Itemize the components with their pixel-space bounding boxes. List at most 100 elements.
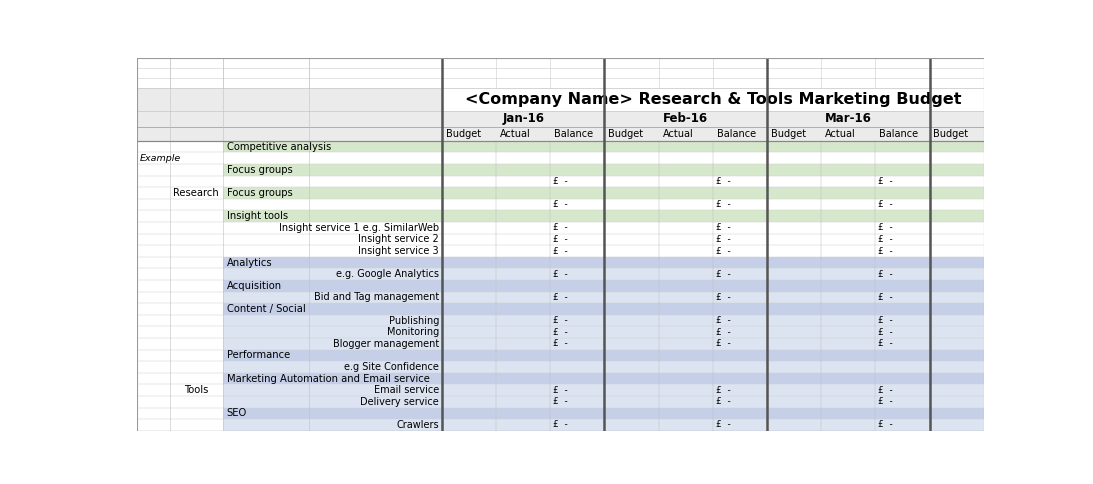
Text: Bid and Tag management: Bid and Tag management [314, 292, 439, 302]
Bar [767, 111, 929, 127]
Bar [137, 257, 223, 269]
Bar [137, 269, 223, 280]
Text: Tools: Tools [184, 385, 209, 395]
Text: SEO: SEO [226, 408, 247, 418]
Bar [137, 384, 984, 396]
Bar [137, 315, 223, 326]
Text: £  -: £ - [716, 200, 731, 209]
Bar [442, 88, 984, 111]
Text: Crawlers: Crawlers [397, 420, 439, 430]
Bar [137, 245, 984, 257]
Text: £  -: £ - [879, 177, 893, 186]
Bar [137, 211, 984, 222]
Text: Focus groups: Focus groups [226, 165, 292, 175]
Bar [442, 127, 496, 141]
Text: £  -: £ - [879, 223, 893, 232]
Bar [496, 127, 550, 141]
Text: Monitoring: Monitoring [387, 327, 439, 337]
Text: £  -: £ - [879, 293, 893, 302]
Text: £  -: £ - [716, 223, 731, 232]
Text: £  -: £ - [879, 386, 893, 394]
Bar [137, 280, 984, 291]
Text: £  -: £ - [553, 397, 568, 406]
Text: £  -: £ - [879, 270, 893, 279]
Bar [137, 408, 984, 419]
Bar [767, 127, 821, 141]
Text: Feb-16: Feb-16 [663, 112, 708, 125]
Text: Analytics: Analytics [226, 257, 272, 268]
Text: £  -: £ - [553, 223, 568, 232]
Text: £  -: £ - [716, 177, 731, 186]
Bar [137, 164, 984, 176]
Bar [137, 234, 984, 245]
Bar [137, 315, 984, 326]
Text: Balance: Balance [554, 129, 593, 139]
Text: £  -: £ - [553, 421, 568, 429]
Text: £  -: £ - [553, 246, 568, 256]
Text: Insight service 2: Insight service 2 [359, 234, 439, 244]
Bar [137, 257, 984, 269]
Bar [604, 127, 659, 141]
Bar [137, 291, 984, 303]
Text: Actual: Actual [662, 129, 693, 139]
Bar [137, 338, 223, 349]
Bar [137, 187, 984, 199]
Text: £  -: £ - [879, 235, 893, 244]
Text: £  -: £ - [553, 293, 568, 302]
Text: Budget: Budget [609, 129, 644, 139]
Bar [137, 176, 984, 187]
Bar [137, 303, 223, 315]
Bar [137, 152, 223, 164]
Text: £  -: £ - [879, 316, 893, 325]
Text: £  -: £ - [553, 386, 568, 394]
Bar [137, 419, 984, 431]
Bar [137, 164, 223, 176]
Text: £  -: £ - [879, 339, 893, 348]
Bar [137, 187, 223, 199]
Bar [137, 211, 223, 222]
Text: Publishing: Publishing [388, 316, 439, 326]
Bar [929, 111, 984, 127]
Bar [137, 396, 984, 408]
Text: Actual: Actual [825, 129, 856, 139]
Bar [929, 127, 984, 141]
Bar [137, 111, 442, 127]
Text: Mar-16: Mar-16 [825, 112, 872, 125]
Text: Balance: Balance [879, 129, 918, 139]
Text: Research: Research [174, 188, 220, 198]
Text: Insight service 1 e.g. SimilarWeb: Insight service 1 e.g. SimilarWeb [279, 223, 439, 233]
Bar [137, 127, 442, 141]
Text: Content / Social: Content / Social [226, 304, 305, 314]
Text: £  -: £ - [716, 270, 731, 279]
Text: £  -: £ - [879, 200, 893, 209]
Bar [137, 326, 984, 338]
Bar [137, 280, 223, 291]
Bar [713, 127, 767, 141]
Bar [137, 58, 984, 88]
Bar [137, 245, 223, 257]
Text: Example: Example [140, 154, 181, 163]
Bar [137, 152, 984, 164]
Text: £  -: £ - [553, 177, 568, 186]
Text: £  -: £ - [716, 386, 731, 394]
Text: £  -: £ - [879, 328, 893, 337]
Text: Insight tools: Insight tools [226, 211, 287, 221]
Text: Focus groups: Focus groups [226, 188, 292, 198]
Text: £  -: £ - [553, 270, 568, 279]
Text: £  -: £ - [879, 397, 893, 406]
Text: £  -: £ - [716, 421, 731, 429]
Bar [875, 127, 929, 141]
Bar [137, 373, 984, 384]
Text: £  -: £ - [716, 293, 731, 302]
Text: £  -: £ - [553, 316, 568, 325]
Text: e.g. Google Analytics: e.g. Google Analytics [336, 269, 439, 279]
Bar [137, 326, 223, 338]
Text: Blogger management: Blogger management [332, 339, 439, 349]
Bar [137, 88, 442, 111]
Bar [821, 127, 875, 141]
Bar [137, 349, 984, 361]
Bar [137, 396, 223, 408]
Bar [137, 291, 223, 303]
Text: Performance: Performance [226, 350, 290, 361]
Bar [659, 127, 713, 141]
